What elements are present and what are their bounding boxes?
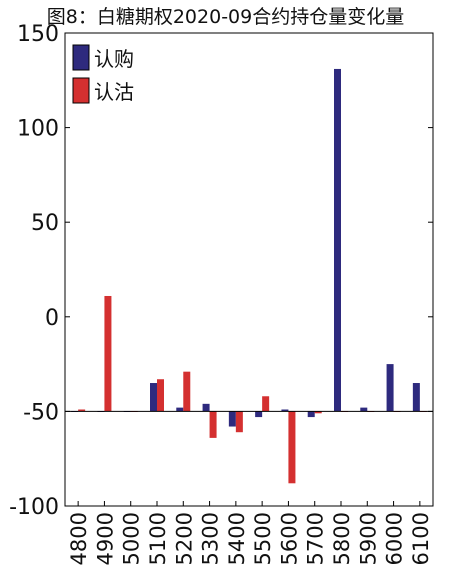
x-tick-label: 4900: [93, 512, 117, 565]
x-tick-label: 4800: [67, 512, 91, 565]
x-axis-ticks: 4800 4900 5000 5100 5200 5300 5400 5500 5600 5700…: [67, 501, 433, 565]
y-tick-label: 50: [31, 211, 59, 236]
bar-call-5300: [202, 403, 210, 412]
bar-put-5300: [209, 411, 217, 438]
x-tick-label: 5600: [277, 512, 301, 565]
bar-call-5100: [150, 383, 157, 412]
bar-put-4900: [104, 295, 112, 412]
bar-call-5400: [228, 411, 236, 427]
bar-call-5500: [255, 411, 263, 418]
y-tick-label: -100: [9, 495, 59, 520]
bars-group: [71, 68, 427, 484]
bar-call-5800: [334, 68, 341, 412]
bar-call-5900: [360, 407, 368, 412]
legend-swatch-call: [72, 44, 90, 71]
bar-put-5100: [157, 379, 164, 412]
x-tick-label: 5100: [146, 512, 170, 565]
bar-put-5700: [314, 411, 322, 414]
y-tick-label: 0: [45, 306, 59, 331]
bar-put-5600: [288, 411, 296, 484]
bar-call-6000: [386, 364, 394, 412]
x-tick-label: 5500: [251, 512, 275, 565]
x-tick-label: 5000: [120, 512, 144, 565]
x-tick-label: 5300: [199, 512, 223, 565]
y-tick-label: 150: [17, 22, 59, 47]
legend-swatch-put: [72, 77, 90, 104]
y-tick-label: -50: [23, 400, 59, 425]
x-tick-label: 5900: [356, 512, 380, 565]
bar-put-5500: [262, 396, 270, 412]
x-tick-label: 5800: [330, 512, 354, 565]
legend-label-put: 认沽: [94, 80, 134, 104]
y-tick-label: 100: [17, 117, 59, 142]
bar-call-6100: [412, 383, 420, 412]
bar-put-5200: [183, 371, 191, 412]
bar-put-4800: [78, 409, 86, 412]
x-tick-label: 5200: [172, 512, 196, 565]
bar-call-5200: [176, 407, 184, 412]
x-tick-label: 5700: [304, 512, 328, 565]
chart-title: 图8：白糖期权2020-09合约持仓量变化量: [46, 6, 405, 28]
x-tick-label: 6100: [409, 512, 433, 565]
y-axis-ticks: -100 -50 0 50 100 150: [9, 22, 433, 520]
bar-put-5400: [235, 411, 243, 433]
bar-call-5700: [307, 411, 315, 418]
bar-call-5600: [281, 409, 289, 412]
x-tick-label: 5400: [225, 512, 249, 565]
plot-frame: [64, 32, 434, 507]
x-tick-label: 6000: [383, 512, 407, 565]
legend-label-call: 认购: [94, 47, 134, 71]
